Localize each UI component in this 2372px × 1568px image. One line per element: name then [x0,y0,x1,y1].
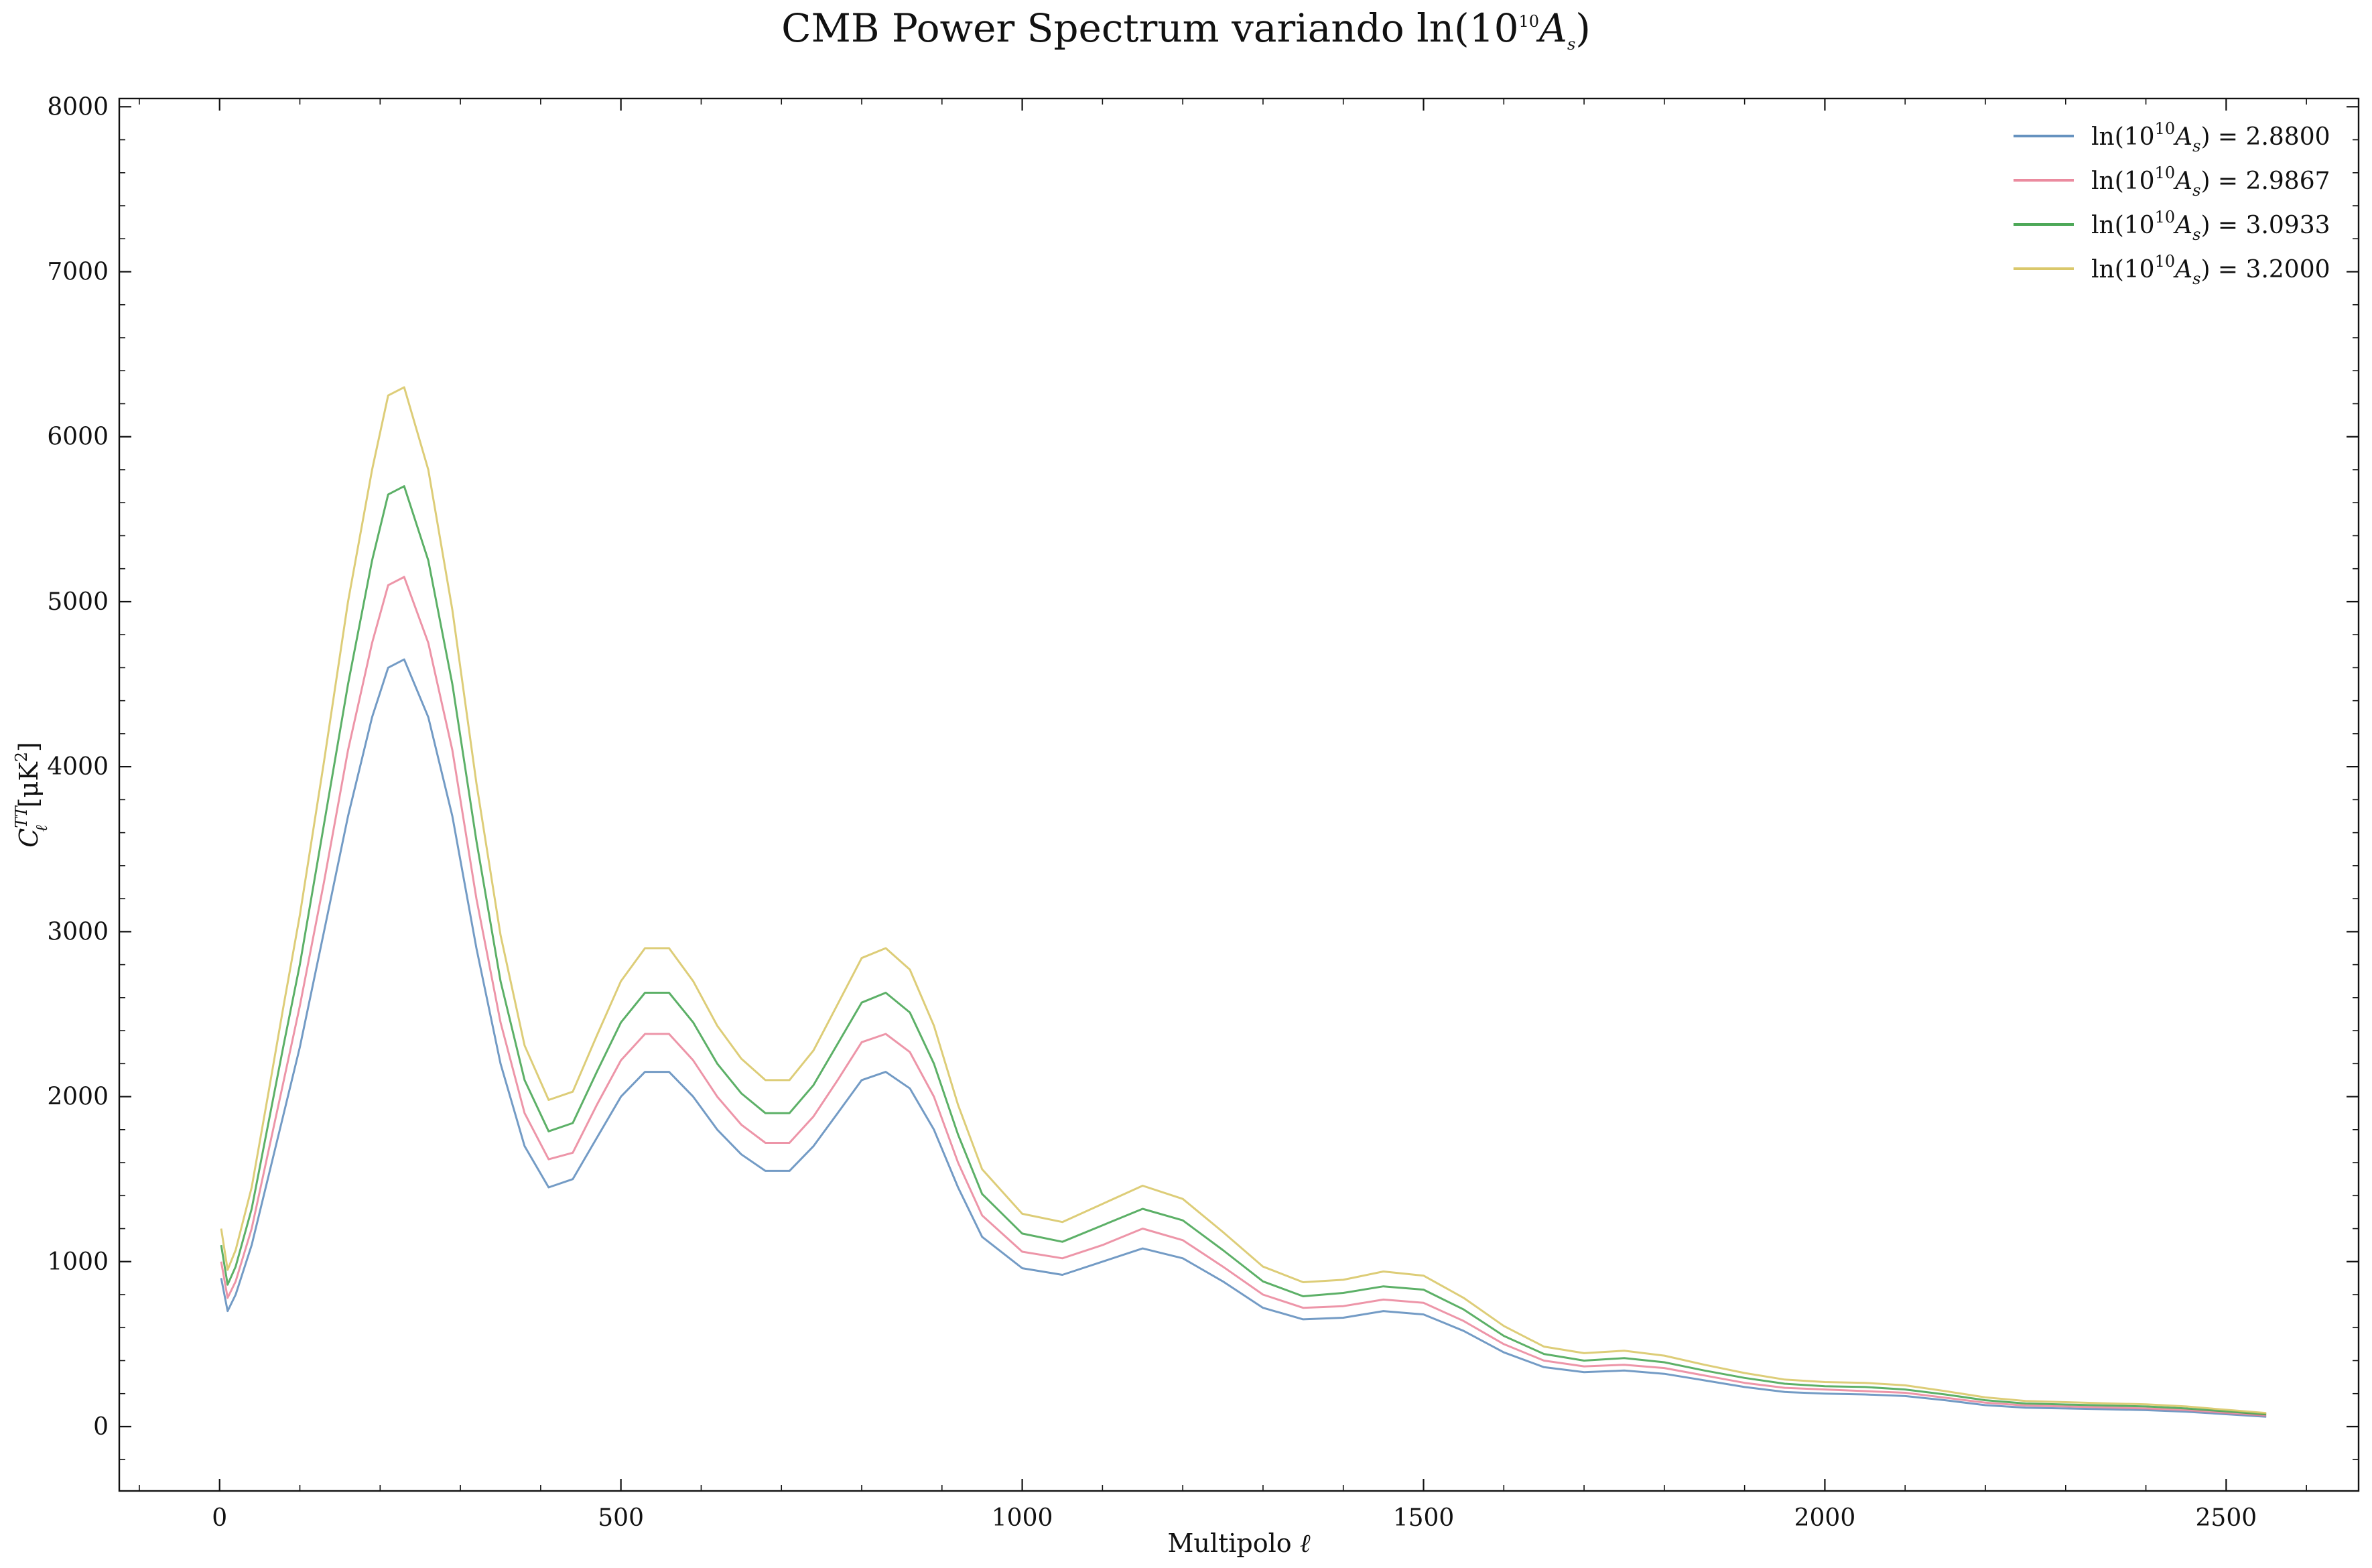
data-series [220,386,2267,1418]
series-line-3 [220,485,2267,1416]
series-line-2 [220,576,2267,1417]
y-tick-label: 4000 [47,753,109,781]
y-tick-label: 2000 [47,1084,109,1111]
series-line-4 [220,386,2267,1415]
y-tick-label: 6000 [47,423,109,451]
x-tick-label: 2000 [1794,1504,1856,1532]
series-line-1 [220,658,2267,1418]
y-tick-label: 7000 [47,259,109,286]
y-axis-label: CTTℓ [μK2] [12,742,51,848]
chart-title: CMB Power Spectrum variando ln(1010As) [781,5,1591,54]
legend-entry-label: ln(1010As) = 3.0933 [2091,208,2330,244]
y-tick-label: 8000 [47,93,109,121]
x-tick-label: 0 [212,1504,227,1532]
legend-entry-label: ln(1010As) = 2.9867 [2091,164,2330,200]
x-tick-label: 2500 [2196,1504,2257,1532]
legend: ln(1010As) = 2.8800 ln(1010As) = 2.9867 ln… [2014,119,2330,288]
x-tick-label: 1000 [992,1504,1053,1532]
y-tick-label: 1000 [47,1248,109,1276]
legend-entry-label: ln(1010As) = 3.2000 [2091,252,2330,288]
legend-entry-label: ln(1010As) = 2.8800 [2091,119,2330,155]
plot-frame [118,97,2360,1492]
x-tick-label: 1500 [1393,1504,1455,1532]
axis-ticks: 0 500 1000 1500 2000 2500 0 1000 2000 3000 4000 500… [47,93,2359,1532]
y-tick-label: 5000 [47,588,109,616]
y-tick-label: 0 [93,1413,109,1441]
x-tick-label: 500 [598,1504,644,1532]
x-axis-label: Multipolo ℓ [1167,1528,1310,1558]
y-tick-label: 3000 [47,918,109,945]
